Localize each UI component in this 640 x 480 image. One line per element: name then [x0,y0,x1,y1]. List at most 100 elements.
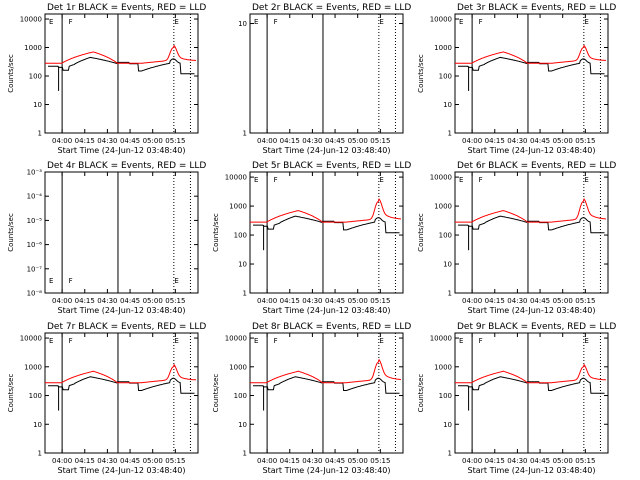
lld-series-line [455,363,606,384]
x-tick-label: 05:15 [370,137,390,145]
y-tick-label: 10000 [225,174,247,182]
y-axis-label: Counts/sec [7,54,15,93]
x-tick-label: 04:45 [120,297,140,305]
segment-marker: E [459,337,463,345]
x-tick-label: 05:15 [165,457,185,465]
y-tick-label: 10000 [20,335,42,343]
lld-series-line [455,44,607,64]
x-tick-label: 04:00 [257,297,277,305]
plot-frame [249,332,404,454]
x-axis-label: Start Time (24-Jun-12 03:48:40) [58,466,186,475]
chart-panel-4: Det 4r BLACK = Events, RED = LLD 10⁻⁸ 10⁻⁷… [7,161,206,315]
y-tick-label: 10000 [430,335,452,343]
x-tick-label: 04:15 [280,137,300,145]
y-tick-label: 1000 [229,363,247,371]
plot-frame [454,13,609,134]
y-axis-label: Counts/sec [7,213,15,252]
x-tick-label: 04:15 [485,297,505,305]
y-tick-label: 10⁻⁷ [27,265,43,273]
x-axis-label: Start Time (24-Jun-12 03:48:40) [468,146,596,155]
plot-frame [44,171,199,294]
events-series-line [253,376,400,394]
plot-frame [454,332,609,454]
y-axis-label: Counts/sec [7,374,15,413]
segment-marker: E [379,176,383,184]
x-tick-label: 05:00 [143,297,163,305]
y-tick-label: 10 [443,261,452,269]
x-tick-label: 04:30 [507,137,527,145]
segment-marker: E [584,176,588,184]
x-tick-label: 04:00 [52,457,72,465]
y-tick-label: 1000 [24,363,42,371]
events-series-line [458,376,605,394]
y-tick-label: 10⁻⁶ [27,241,43,249]
x-tick-label: 05:00 [553,137,573,145]
x-tick-label: 04:45 [325,297,345,305]
segment-marker: E [459,176,463,184]
x-tick-label: 05:15 [575,297,595,305]
y-tick-label: 1 [243,450,247,458]
x-tick-label: 05:00 [553,297,573,305]
y-tick-label: 1 [243,130,247,138]
y-axis-label: Counts/sec [417,54,425,93]
chart-panel-7: Det 7r BLACK = Events, RED = LLD 1 10 100 10… [7,322,206,475]
x-tick-label: 04:45 [530,457,550,465]
plot-frame [44,13,199,134]
x-tick-label: 04:00 [52,137,72,145]
segment-marker: F [69,337,73,345]
lld-series-line [45,363,196,384]
x-axis-label: Start Time (24-Jun-12 03:48:40) [263,146,391,155]
x-tick-label: 04:15 [485,137,505,145]
x-tick-label: 04:15 [485,457,505,465]
x-tick-label: 04:30 [302,457,322,465]
chart-panel-9: Det 9r BLACK = Events, RED = LLD 1 10 100 10… [417,322,616,475]
x-tick-label: 04:45 [530,297,550,305]
chart-title: Det 1r BLACK = Events, RED = LLD [47,3,206,13]
x-axis-label: Start Time (24-Jun-12 03:48:40) [468,466,596,475]
segment-marker: F [69,277,73,285]
chart-panel-1: Det 1r BLACK = Events, RED = LLD 1 10 100 10… [7,3,206,155]
x-tick-label: 05:00 [143,137,163,145]
segment-marker: F [479,18,483,26]
y-tick-label: 10 [238,421,247,429]
y-tick-label: 10 [33,101,42,109]
y-tick-label: 1 [243,290,247,298]
segment-marker: E [379,18,383,26]
segment-marker: E [174,277,178,285]
chart-title: Det 6r BLACK = Events, RED = LLD [457,161,616,171]
lld-series-line [250,358,402,384]
y-tick-label: 1 [448,130,452,138]
segment-marker: E [174,337,178,345]
x-tick-label: 04:15 [75,137,95,145]
plot-frame [44,332,199,454]
y-tick-label: 100 [234,392,247,400]
x-tick-label: 05:00 [348,137,368,145]
y-tick-label: 10 [443,101,452,109]
x-tick-label: 04:00 [257,457,277,465]
y-tick-label: 10⁻⁵ [27,217,43,225]
plot-frame [249,171,404,294]
y-tick-label: 10000 [430,16,452,24]
x-tick-label: 05:15 [370,457,390,465]
x-tick-label: 04:30 [507,457,527,465]
y-tick-label: 1000 [229,203,247,211]
segment-marker: F [479,176,483,184]
x-tick-label: 04:30 [302,137,322,145]
x-axis-label: Start Time (24-Jun-12 03:48:40) [263,306,391,315]
x-tick-label: 05:00 [348,297,368,305]
x-tick-label: 05:00 [348,457,368,465]
chart-panel-2: Det 2r BLACK = Events, RED = LLD 1 10 04:00… [238,3,411,155]
y-tick-label: 100 [234,232,247,240]
y-tick-label: 1 [38,130,42,138]
x-tick-label: 04:30 [97,297,117,305]
y-tick-label: 1 [38,450,42,458]
x-tick-label: 04:30 [302,297,322,305]
x-tick-label: 05:00 [553,457,573,465]
plot-frame [249,13,404,134]
y-axis-label: Counts/sec [417,374,425,413]
y-tick-label: 1000 [434,363,452,371]
chart-panel-5: Det 5r BLACK = Events, RED = LLD 1 10 100 10… [212,161,411,315]
y-axis-label: Counts/sec [417,213,425,252]
x-tick-label: 04:15 [280,297,300,305]
segment-marker: E [254,18,258,26]
